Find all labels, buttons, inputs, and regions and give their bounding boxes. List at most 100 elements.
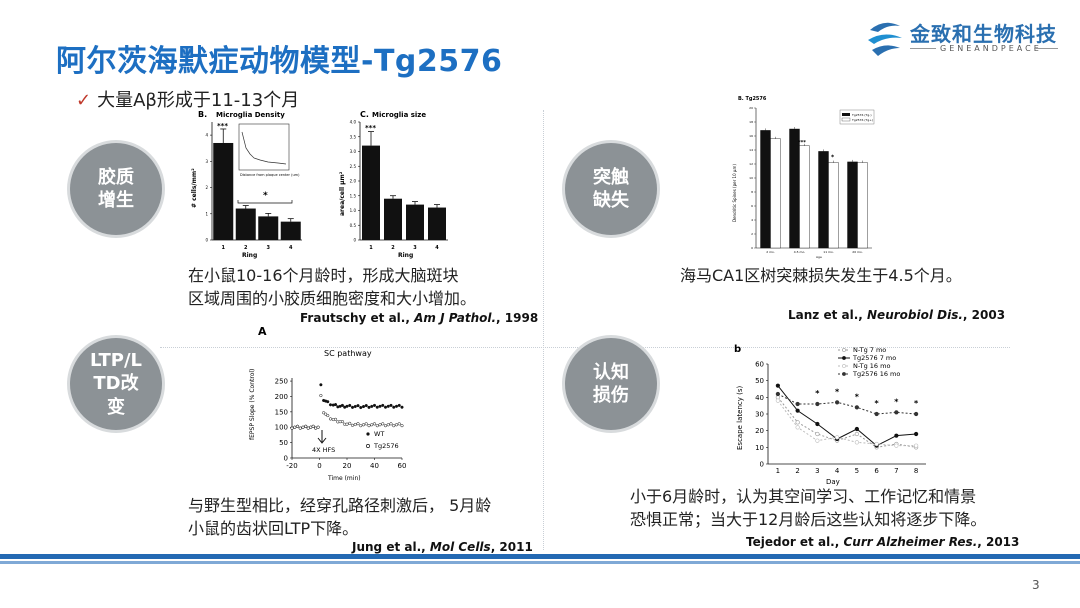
slide-title: 阿尔茨海默症动物模型-Tg2576	[56, 44, 503, 79]
spines-xtick-label: 11 mo.	[823, 250, 833, 254]
ltp-xtick-label: 40	[370, 462, 379, 470]
q2-reference: Lanz et al., Neurobiol Dis., 2003	[788, 308, 1005, 322]
escape-ytick-label: 20	[755, 427, 764, 435]
q1-ref-authors: Frautschy et al.,	[300, 311, 415, 325]
escape-legend-marker	[842, 364, 846, 368]
ltp-point	[309, 425, 313, 429]
escape-point	[815, 438, 820, 443]
ltp-point	[394, 423, 399, 427]
ltp-point	[359, 405, 363, 410]
circle-ltp-label: LTP/L TD改 变	[89, 349, 142, 418]
fig-b-sig-star: *	[263, 191, 268, 201]
ltp-point	[364, 404, 368, 408]
spines-bar	[818, 151, 829, 249]
size-ytick-label: 2.5	[350, 164, 357, 169]
ltp-xtick-label: 60	[398, 462, 407, 470]
spines-legend-swatch-pos	[841, 117, 851, 122]
ltp-point	[375, 405, 379, 409]
spines-ytick-label: 16	[749, 134, 753, 138]
escape-fig-label: b	[734, 344, 741, 355]
circle-cognition-label: 认知 损伤	[593, 361, 629, 406]
q1-desc-line1: 在小鼠10-16个月龄时，形成大脑斑块	[188, 266, 459, 285]
spines-bar	[770, 138, 781, 249]
escape-point	[894, 443, 899, 448]
size-ytick-label: 4.0	[350, 120, 357, 125]
logo-english-name: GENEANDPEACE	[940, 44, 1042, 53]
escape-point	[894, 410, 899, 415]
spines-ytick-label: 14	[749, 148, 753, 152]
ltp-legend-wt: WT	[374, 430, 384, 438]
vertical-divider	[543, 110, 544, 550]
fig-b-inset-curve	[241, 131, 287, 165]
fig-b-inset-text: Distance from plaque center (um)	[240, 173, 300, 177]
ltp-ytick-label: 200	[275, 393, 288, 401]
ltp-point	[389, 403, 393, 407]
size-ytick-label: 0.5	[350, 223, 357, 228]
ltp-point	[356, 422, 360, 426]
q4-desc-line2: 恐惧正常；当大于12月龄后这些认知将逐步下降。	[630, 510, 987, 530]
escape-point	[854, 440, 859, 445]
size-bar	[384, 198, 402, 240]
density-xtick-label: 4	[289, 245, 293, 251]
escape-point	[775, 383, 780, 388]
density-xtick-label: 3	[267, 245, 271, 251]
escape-xtick-label: 7	[894, 467, 898, 475]
size-bar	[428, 207, 446, 240]
ltp-point	[361, 423, 366, 427]
escape-series-line	[777, 385, 917, 447]
ltp-point	[333, 417, 338, 421]
escape-point	[914, 411, 919, 417]
escape-xlabel: Day	[826, 478, 840, 486]
escape-point	[854, 426, 859, 432]
escape-sig-star: *	[875, 399, 880, 408]
ltp-point	[381, 422, 385, 426]
ltp-fig-title: SC pathway	[324, 349, 372, 358]
ltp-point	[328, 403, 333, 407]
circle-synapse: 突触 缺失	[565, 143, 657, 235]
density-ytick-label: 2	[205, 185, 208, 190]
size-xtick-label: 2	[391, 245, 395, 251]
size-ytick-label: 1.0	[350, 208, 357, 213]
ltp-point	[326, 400, 330, 404]
q1-description: 在小鼠10-16个月龄时，形成大脑斑块 区域周围的小胶质细胞密度和大小增加。	[188, 264, 476, 310]
escape-sig-star: *	[855, 392, 860, 401]
escape-sig-star: *	[894, 397, 899, 406]
escape-ytick-label: 10	[755, 444, 764, 452]
q2-ref-year: , 2003	[962, 308, 1006, 322]
ltp-point	[298, 426, 302, 430]
checkmark-icon: ✓	[76, 90, 92, 111]
spines-ytick-label: 10	[749, 176, 753, 180]
escape-series-line	[777, 393, 917, 415]
ltp-point	[361, 405, 366, 409]
fig-b-ylabel: # cells/mm²	[191, 168, 198, 208]
q4-desc-line1: 小于6月龄时，认为其空间学习、工作记忆和情景	[630, 487, 977, 506]
circle-synapse-label: 突触 缺失	[593, 166, 629, 211]
ltp-xtick-label: 20	[343, 462, 352, 470]
footer-bar-light	[0, 561, 1080, 564]
escape-axes: 0 10 20 30 40 50 60 1 2 3 4 5 6 7 8	[755, 361, 926, 475]
spines-ylabel: Dendritic Spines (per 10 µm)	[732, 164, 737, 222]
ltp-point	[340, 403, 344, 407]
ltp-point	[322, 411, 326, 415]
spines-legend-swatch-neg	[842, 113, 850, 116]
ltp-point	[394, 404, 399, 408]
spines-figure: B. Tg2576 Dendritic Spines (per 10 µm) 0…	[732, 96, 875, 259]
escape-xtick-label: 8	[914, 467, 918, 475]
circle-glia: 胶质 增生	[70, 143, 162, 235]
ltp-point	[372, 403, 377, 407]
ltp-point	[345, 422, 349, 426]
ltp-point	[372, 422, 377, 426]
size-ytick-label: 0	[353, 238, 356, 243]
q2-ref-authors: Lanz et al.,	[788, 308, 868, 322]
ltp-point	[389, 422, 393, 426]
q3-ref-authors: Jung et al.,	[352, 540, 430, 554]
spines-legend-neg: Tg2576 (Tg-)	[851, 113, 872, 117]
ltp-point	[304, 424, 308, 428]
logo-divider-left	[910, 48, 936, 49]
q1-reference: Frautschy et al., Am J Pathol., 1998	[300, 311, 538, 325]
ltp-point	[316, 425, 320, 429]
fig-b-stars: ***	[217, 122, 228, 130]
q3-reference: Jung et al., Mol Cells, 2011	[352, 540, 533, 554]
